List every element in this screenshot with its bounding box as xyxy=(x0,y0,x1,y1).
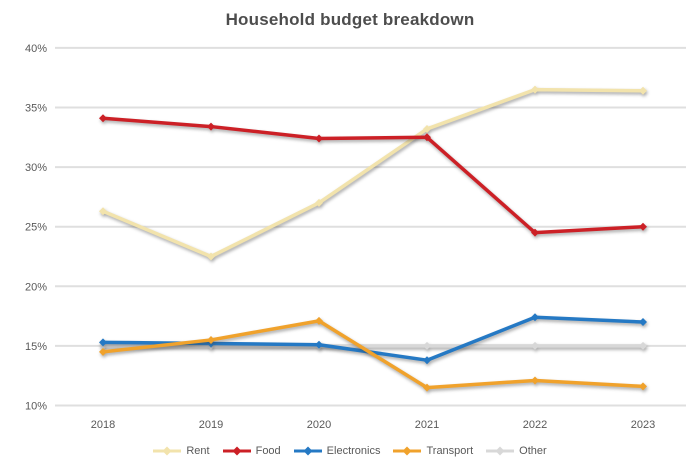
legend-label: Rent xyxy=(186,445,210,457)
x-axis-tick-label: 2019 xyxy=(199,419,223,431)
legend-marker xyxy=(162,446,172,456)
legend-swatch-icon xyxy=(153,446,182,456)
legend-item-electronics: Electronics xyxy=(293,445,381,457)
series-line xyxy=(101,319,645,390)
x-axis-tick-label: 2021 xyxy=(415,419,439,431)
data-point-marker xyxy=(315,198,323,207)
y-axis-tick-label: 40% xyxy=(25,43,47,55)
y-axis-tick-label: 15% xyxy=(25,341,47,353)
data-point-marker xyxy=(531,313,539,322)
data-point-marker xyxy=(315,134,323,143)
chart-title: Household budget breakdown xyxy=(225,10,475,29)
series-electronics xyxy=(99,313,647,365)
data-point-marker xyxy=(207,252,215,261)
legend-label: Food xyxy=(255,445,281,457)
x-axis-tick-label: 2020 xyxy=(307,419,331,431)
legend-marker xyxy=(495,446,505,456)
data-point-marker xyxy=(207,335,215,344)
data-point-marker xyxy=(423,383,431,392)
y-axis-tick-label: 30% xyxy=(25,162,47,174)
data-point-marker xyxy=(639,341,647,350)
legend-marker xyxy=(303,446,313,456)
y-axis-tick-label: 20% xyxy=(25,281,47,293)
data-point-marker xyxy=(531,228,539,237)
data-point-marker xyxy=(531,376,539,385)
data-point-marker xyxy=(639,318,647,327)
series-rent xyxy=(99,85,647,261)
data-point-marker xyxy=(315,316,323,325)
legend-swatch-icon xyxy=(222,446,251,456)
series-food xyxy=(99,114,647,237)
data-point-marker xyxy=(531,85,539,94)
data-point-marker xyxy=(531,341,539,350)
data-point-marker xyxy=(639,86,647,95)
y-axis-tick-label: 25% xyxy=(25,222,47,234)
data-point-marker xyxy=(423,124,431,133)
legend-swatch-icon xyxy=(393,446,422,456)
legend-marker xyxy=(232,446,242,456)
series-transport xyxy=(99,316,647,392)
legend-swatch-icon xyxy=(293,446,322,456)
x-axis-tick-label: 2023 xyxy=(631,419,655,431)
chart-legend: Rent Food Electronics Transport Other xyxy=(0,441,700,461)
data-point-marker xyxy=(99,207,107,216)
data-point-marker xyxy=(423,133,431,142)
data-point-marker xyxy=(423,356,431,365)
data-point-marker xyxy=(639,222,647,231)
data-point-marker xyxy=(99,338,107,347)
legend-label: Other xyxy=(519,445,547,457)
data-point-marker xyxy=(639,382,647,391)
x-axis-tick-label: 2022 xyxy=(523,419,547,431)
legend-marker xyxy=(402,446,412,456)
legend-item-transport: Transport xyxy=(393,445,473,457)
data-point-marker xyxy=(99,114,107,123)
x-axis-tick-label: 2018 xyxy=(91,419,115,431)
data-point-marker xyxy=(423,341,431,350)
legend-item-food: Food xyxy=(222,445,281,457)
legend-label: Electronics xyxy=(326,445,381,457)
legend-swatch-icon xyxy=(486,446,515,456)
y-axis-tick-label: 35% xyxy=(25,103,47,115)
data-point-marker xyxy=(207,122,215,131)
data-point-marker xyxy=(315,340,323,349)
plot-area: 40% 35% 30% 25% 20% 15% 10% 2018 2019 2020 2021 202… xyxy=(25,43,686,431)
series-line xyxy=(101,87,645,259)
y-axis-tick-label: 10% xyxy=(25,401,47,413)
legend-item-other: Other xyxy=(486,445,547,457)
data-point-marker xyxy=(99,347,107,356)
legend-item-rent: Rent xyxy=(153,445,210,457)
legend-label: Transport xyxy=(426,445,474,457)
series-line xyxy=(101,116,645,235)
